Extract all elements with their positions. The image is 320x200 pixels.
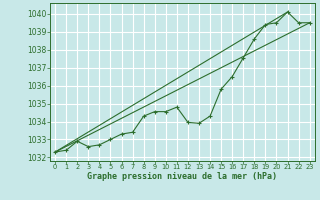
X-axis label: Graphe pression niveau de la mer (hPa): Graphe pression niveau de la mer (hPa) <box>87 172 277 181</box>
